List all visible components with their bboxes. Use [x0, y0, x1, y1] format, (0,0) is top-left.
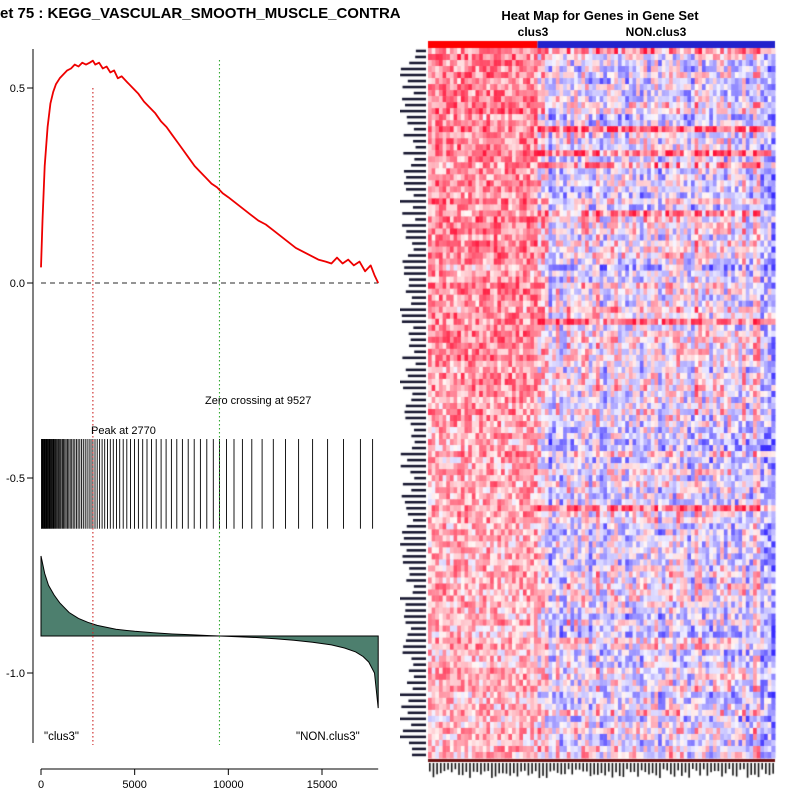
y-tick-label: -1.0	[6, 668, 25, 680]
x-axis	[40, 768, 379, 775]
right-group-label: "NON.clus3"	[296, 731, 360, 743]
peak-annotation: Peak at 2770	[91, 425, 156, 437]
enrichment-plot-panel: et 75 : KEGG_VASCULAR_SMOOTH_MUSCLE_CONT…	[0, 5, 400, 791]
heatmap-panel: Heat Map for Genes in Gene Set clus3 NON…	[400, 0, 800, 800]
plot-title: et 75 : KEGG_VASCULAR_SMOOTH_MUSCLE_CONT…	[0, 5, 400, 22]
y-tick-label: -0.5	[6, 473, 25, 485]
plot-layers: 0.5 0.0 -0.5 -1.0 0 5000 10000 15000	[6, 49, 380, 791]
y-axis	[27, 49, 34, 743]
enrichment-plot: et 75 : KEGG_VASCULAR_SMOOTH_MUSCLE_CONT…	[0, 5, 400, 791]
left-group-label: "clus3"	[44, 731, 79, 743]
enrichment-score-curve	[40, 59, 380, 284]
heatmap-canvas	[400, 0, 800, 800]
x-tick-label: 5000	[122, 779, 146, 791]
y-tick-label: 0.5	[10, 83, 25, 95]
y-tick-label: 0.0	[10, 278, 25, 290]
ranked-metric-area	[40, 555, 379, 709]
x-tick-label: 0	[38, 779, 44, 791]
zero-crossing-annotation: Zero crossing at 9527	[205, 395, 311, 407]
x-tick-label: 10000	[213, 779, 244, 791]
heatmap-group-label-nonclus3: NON.clus3	[625, 25, 687, 39]
x-tick-label: 15000	[307, 779, 338, 791]
heatmap-title: Heat Map for Genes in Gene Set	[501, 8, 699, 23]
hit-ticks	[41, 439, 374, 529]
heatmap-group-label-clus3: clus3	[517, 25, 549, 39]
